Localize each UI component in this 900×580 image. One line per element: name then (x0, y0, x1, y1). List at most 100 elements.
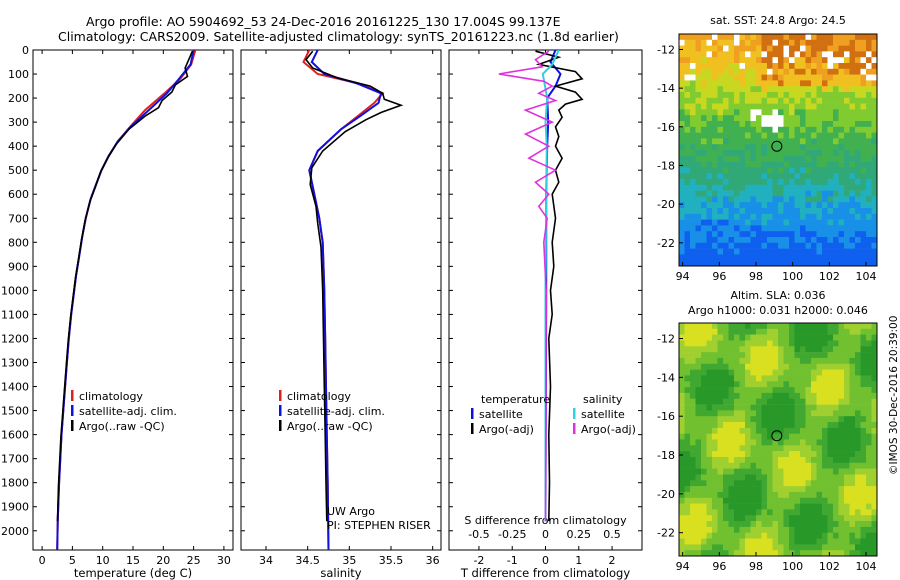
y-tick-label: 900 (8, 260, 29, 273)
map-cell (811, 352, 817, 359)
map-cell (860, 74, 867, 81)
map-cell (778, 404, 784, 411)
map-cell (860, 45, 867, 52)
map-cell (855, 532, 861, 539)
map-cell (866, 381, 872, 388)
map-cell (684, 532, 691, 539)
map-cell (772, 340, 779, 347)
map-cell (855, 468, 861, 475)
map-cell (712, 63, 718, 70)
map-cell (767, 103, 773, 110)
map-cell (684, 179, 691, 186)
map-cell (684, 352, 691, 359)
map-cell (789, 521, 795, 528)
map-cell (838, 68, 845, 75)
map-cell (800, 392, 806, 399)
map-cell (690, 92, 696, 99)
map-cell (805, 457, 812, 464)
y-tick-label: -16 (657, 410, 675, 423)
map-cell (756, 196, 762, 203)
map-cell (811, 422, 817, 429)
map-cell (684, 161, 691, 168)
map-cell (860, 68, 867, 75)
map-cell (778, 538, 784, 545)
map-cell (723, 103, 729, 110)
map-cell (706, 242, 713, 249)
legend-label: satellite-adj. clim. (287, 405, 385, 418)
map-cell (800, 474, 806, 481)
map-cell (833, 457, 839, 464)
map-cell (811, 225, 817, 232)
map-cell (767, 208, 773, 215)
map-cell (712, 457, 718, 464)
map-cell (844, 34, 850, 41)
map-cell (750, 480, 757, 487)
map-cell (750, 97, 757, 104)
map-cell (772, 231, 779, 238)
map-cell (844, 451, 850, 458)
map-cell (838, 491, 845, 498)
map-cell (761, 155, 768, 162)
map-cell (778, 550, 784, 557)
map-cell (833, 103, 839, 110)
map-cell (695, 173, 702, 180)
map-cell (745, 538, 751, 545)
map-cell (833, 346, 839, 353)
sst-title: sat. SST: 24.8 Argo: 24.5 (710, 14, 846, 27)
map-cell (778, 248, 784, 255)
map-cell (822, 109, 828, 116)
map-cell (866, 445, 872, 452)
map-cell (750, 474, 757, 481)
map-cell (794, 474, 801, 481)
map-cell (866, 57, 872, 64)
map-cell (805, 422, 812, 429)
map-cell (871, 237, 878, 244)
y-tick-label: 700 (8, 212, 29, 225)
map-cell (833, 439, 839, 446)
map-cell (849, 369, 856, 376)
map-cell (684, 515, 691, 522)
map-cell (778, 346, 784, 353)
map-cell (690, 184, 696, 191)
map-cell (750, 173, 757, 180)
map-cell (712, 57, 718, 64)
map-cell (739, 474, 746, 481)
map-cell (684, 521, 691, 528)
map-cell (695, 410, 702, 417)
argo-location-marker (771, 140, 783, 152)
map-cell (783, 173, 790, 180)
map-cell (695, 521, 702, 528)
map-cell (717, 74, 724, 81)
map-cell (800, 138, 806, 145)
map-cell (756, 150, 762, 157)
map-cell (695, 468, 702, 475)
map-cell (816, 184, 823, 191)
map-cell (800, 161, 806, 168)
map-cell (756, 86, 762, 93)
map-cell (739, 526, 746, 533)
map-cell (706, 92, 713, 99)
map-cell (728, 439, 735, 446)
map-cell (679, 68, 685, 75)
map-cell (761, 144, 768, 151)
map-cell (723, 334, 729, 341)
map-cell (822, 323, 828, 330)
map-cell (855, 550, 861, 557)
map-cell (745, 80, 751, 87)
map-cell (756, 497, 762, 504)
map-cell (717, 445, 724, 452)
map-cell (778, 237, 784, 244)
map-cell (723, 63, 729, 70)
map-cell (811, 138, 817, 145)
map-cell (778, 445, 784, 452)
map-cell (684, 497, 691, 504)
map-cell (860, 369, 867, 376)
map-cell (800, 468, 806, 475)
map-cell (717, 132, 724, 139)
legend-label: Argo(-adj) (581, 423, 636, 436)
map-cell (717, 387, 724, 394)
map-cell (866, 416, 872, 423)
map-cell (679, 121, 685, 128)
map-cell (684, 369, 691, 376)
map-cell (794, 480, 801, 487)
